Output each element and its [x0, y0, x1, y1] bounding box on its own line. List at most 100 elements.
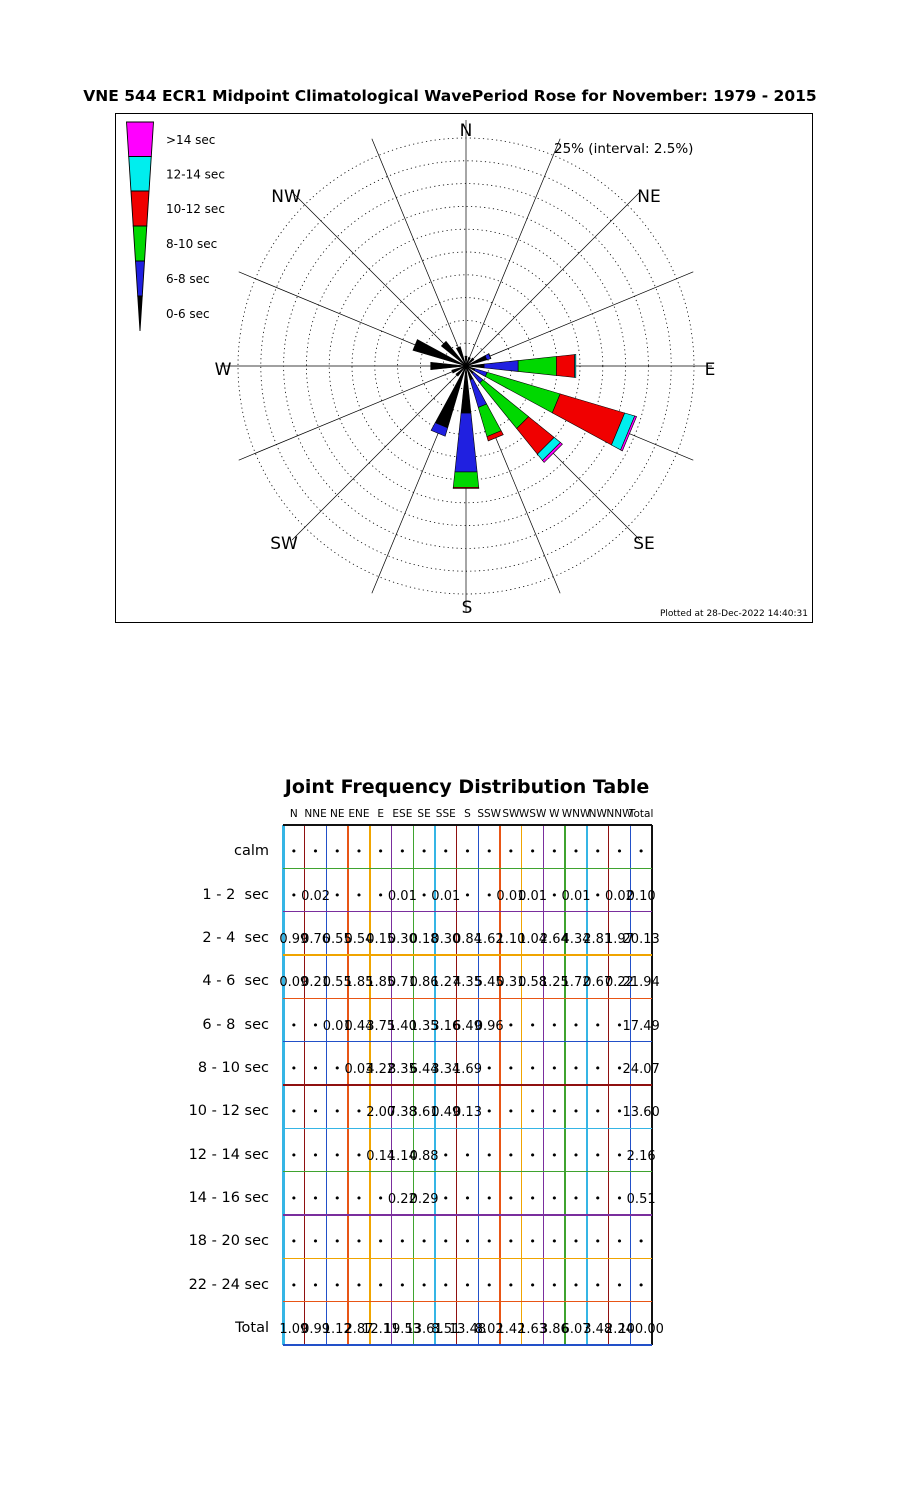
table-cell: 3.48: [583, 1321, 613, 1337]
table-cell: •: [551, 1278, 558, 1292]
legend-label: 0-6 sec: [166, 307, 210, 321]
table-cell: •: [290, 845, 298, 859]
table-row-label: 1 - 2 sec: [202, 886, 269, 903]
table-cell: 8.51: [431, 1321, 461, 1337]
table-column-header-SE: SE: [417, 808, 431, 820]
table-cell: 8.02: [474, 1321, 504, 1337]
table-title: Joint Frequency Distribution Table: [284, 776, 650, 798]
table-cell: •: [507, 1278, 515, 1292]
table-row-label: 12 - 14 sec: [188, 1146, 269, 1163]
rose-wedge-SSE-8-10sec: [477, 403, 502, 438]
table-cell: •: [594, 1278, 601, 1292]
table-column-header-NE: NE: [330, 808, 345, 820]
rose-wedge-S-10-12sec: [452, 486, 480, 489]
compass-label-NW: NW: [271, 187, 301, 207]
legend-label: 8-10 sec: [166, 237, 217, 251]
table-cell: 0.96: [474, 1018, 504, 1034]
wave-rose-panel: N NE E SE S SW W NW 25% (interval: 2.5%) Plotted …: [115, 113, 813, 623]
table-row-label: 22 - 24 sec: [188, 1276, 269, 1293]
table-cell: •: [290, 1191, 298, 1205]
table-hline: [283, 824, 652, 826]
table-cell: 0.51: [626, 1191, 656, 1207]
table-cell: •: [355, 1191, 363, 1205]
table-cell: •: [485, 1061, 493, 1075]
wave-rose-chart: N NE E SE S SW W NW 25% (interval: 2.5%) Plotted …: [126, 120, 808, 619]
table-cell: 100.00: [618, 1321, 664, 1337]
table-hline: [283, 1301, 652, 1303]
table-cell: •: [616, 1278, 623, 1292]
table-cell: •: [464, 1148, 471, 1162]
table-cell: 0.03: [344, 1061, 374, 1077]
table-row-label: Total: [235, 1319, 269, 1336]
table-cell: 0.01: [518, 888, 548, 904]
table-cell: •: [616, 845, 623, 859]
table-cell: •: [594, 1191, 601, 1205]
table-row-label: 14 - 16 sec: [188, 1189, 269, 1206]
table-cell: 13.60: [622, 1105, 660, 1121]
table-cell: •: [334, 1105, 341, 1119]
legend-label: >14 sec: [166, 133, 215, 147]
rose-spoke: [371, 138, 467, 367]
table-cell: 3.16: [431, 1018, 461, 1034]
table-cell: 0.29: [409, 1191, 439, 1207]
table-cell: 3.75: [366, 1018, 396, 1034]
table-cell: •: [572, 1018, 580, 1032]
table-cell: 0.30: [387, 931, 417, 947]
table-cell: •: [355, 1278, 363, 1292]
table-cell: 1.97: [604, 931, 634, 947]
table-cell: •: [529, 1235, 536, 1249]
table-cell: 12.11: [362, 1321, 400, 1337]
table-cell: •: [420, 1278, 428, 1292]
table-cell: 1.62: [474, 931, 504, 947]
table-cell: •: [551, 888, 558, 902]
table-column-header-ESE: ESE: [392, 808, 413, 820]
compass-label-N: N: [460, 121, 473, 141]
table-cell: •: [507, 1105, 515, 1119]
rose-spoke: [465, 191, 641, 367]
table-cell: •: [399, 845, 406, 859]
rose-wedge-E-8-10sec: [517, 356, 557, 376]
legend-label: 10-12 sec: [166, 202, 225, 216]
table-cell: 1.69: [453, 1061, 482, 1077]
table-cell: •: [290, 1018, 298, 1032]
table-cell: 1.35: [409, 1018, 439, 1034]
rose-wedge-S-6-8sec: [454, 412, 478, 473]
table-hline: [283, 1171, 652, 1173]
table-cell: 0.13: [453, 1105, 482, 1121]
table-cell: •: [637, 1278, 645, 1292]
table-column-header-E: E: [377, 808, 384, 820]
table-cell: •: [529, 1191, 536, 1205]
table-cell: 0.01: [387, 888, 417, 904]
table-cell: 0.01: [322, 1018, 352, 1034]
rose-wedge-SW-0-6sec: [455, 365, 467, 377]
table-cell: 7.38: [387, 1105, 417, 1121]
table-column-header-W: W: [549, 808, 560, 820]
scale-annotation: 25% (interval: 2.5%): [554, 141, 693, 157]
table-cell: •: [616, 1191, 623, 1205]
table-cell: 2.64: [539, 931, 569, 947]
table-column-header-ENE: ENE: [348, 808, 370, 820]
legend-swatch-12-14sec: [128, 156, 152, 192]
table-cell: 0.67: [583, 975, 613, 991]
table-cell: •: [572, 845, 580, 859]
table-cell: •: [485, 1105, 493, 1119]
table-cell: •: [594, 1235, 601, 1249]
table-cell: •: [485, 888, 493, 902]
table-hline: [283, 1084, 652, 1086]
compass-label-S: S: [462, 598, 473, 618]
table-cell: •: [290, 1148, 298, 1162]
table-cell: 1.85: [344, 975, 374, 991]
table-column-header-S: S: [464, 808, 471, 820]
rose-wedge-NE-6-8sec: [471, 357, 475, 361]
rose-spoke: [291, 365, 467, 541]
table-cell: •: [377, 845, 384, 859]
table-column-header-WNW: WNW: [561, 808, 591, 820]
table-cell: 0.22: [604, 975, 634, 991]
compass-label-SE: SE: [633, 534, 655, 554]
table-cell: •: [334, 1191, 341, 1205]
table-cell: 1.63: [518, 1321, 548, 1337]
table-cell: •: [529, 1061, 536, 1075]
table-cell: •: [334, 845, 341, 859]
table-cell: •: [355, 1148, 363, 1162]
